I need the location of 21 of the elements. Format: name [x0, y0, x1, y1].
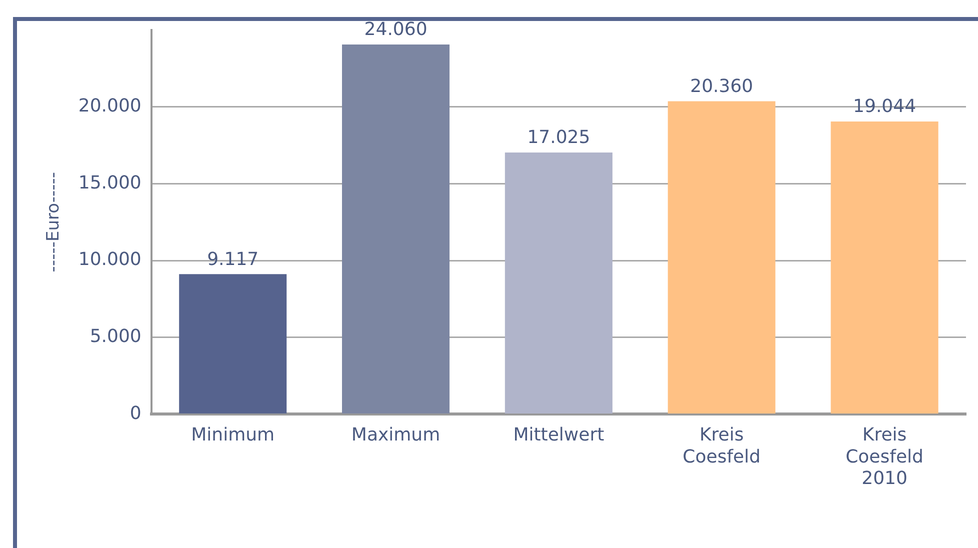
bar: [179, 274, 287, 414]
y-tick-label: 0: [130, 402, 142, 424]
y-tick-label: 20.000: [78, 96, 142, 117]
data-label: 24.060: [364, 19, 428, 40]
bar: [668, 101, 776, 414]
bar: [830, 122, 938, 414]
bar: [504, 152, 612, 414]
bar: [342, 44, 450, 414]
x-tick-label: Mittelwert: [513, 424, 604, 446]
data-label: 17.025: [527, 127, 590, 148]
y-tick-label: 5.000: [90, 326, 142, 348]
data-label: 19.044: [853, 96, 916, 118]
y-axis-title: -----Euro-----: [44, 172, 64, 272]
data-label: 9.117: [207, 248, 259, 270]
y-tick-label: 10.000: [78, 249, 142, 270]
x-tick-label: Kreis Coesfeld: [682, 424, 761, 468]
x-tick-label: Minimum: [191, 424, 275, 446]
y-tick-label: 15.000: [78, 172, 142, 194]
x-tick-label: Maximum: [351, 424, 440, 446]
x-tick-label: Kreis Coesfeld 2010: [846, 424, 924, 489]
data-label: 20.360: [690, 76, 754, 97]
